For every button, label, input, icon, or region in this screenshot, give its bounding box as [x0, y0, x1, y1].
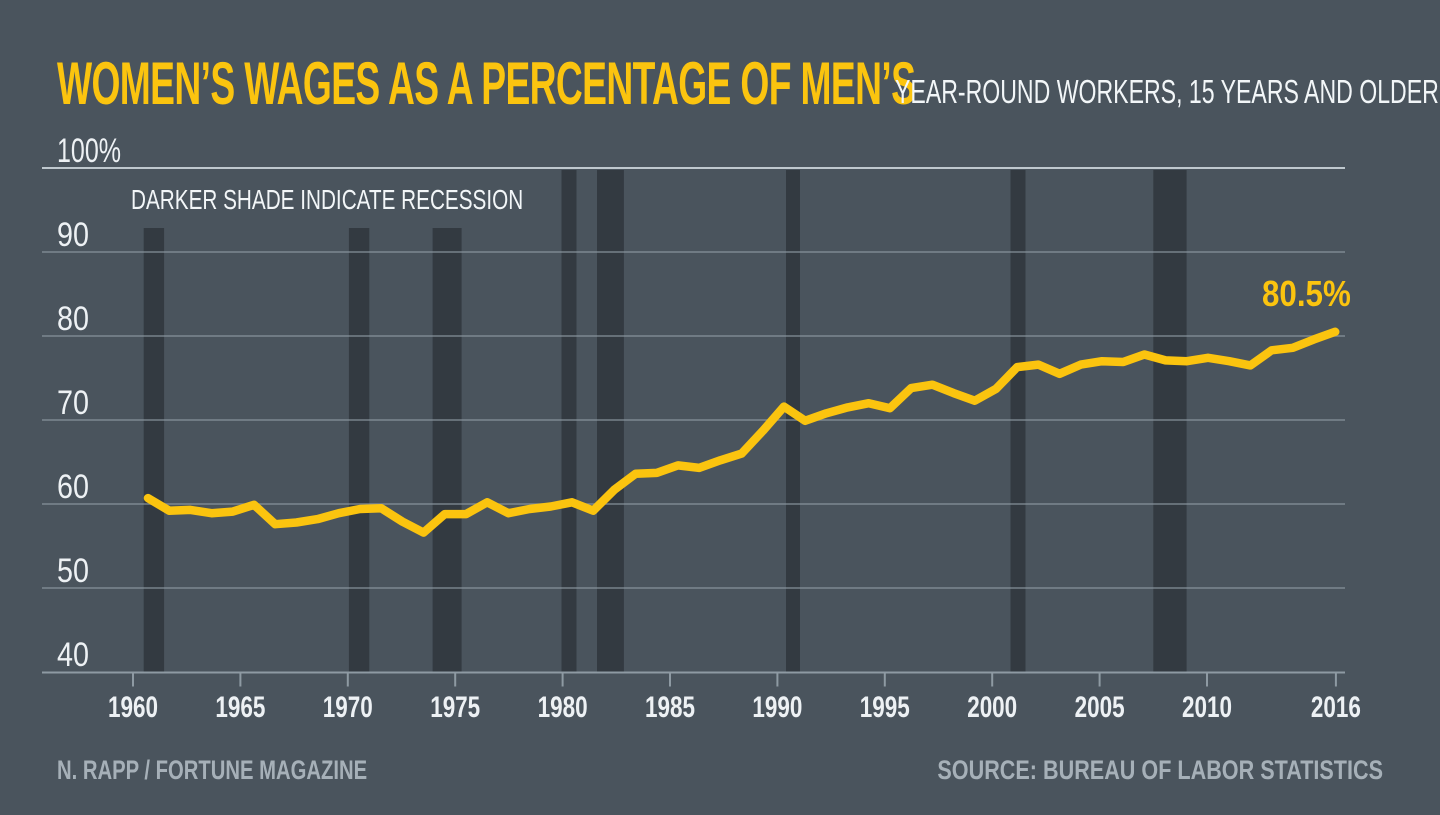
- end-value-label: 80.5%: [1262, 273, 1351, 314]
- x-tick-label: 1965: [215, 691, 265, 724]
- x-tick-label: 1985: [645, 691, 695, 724]
- recession-band: [597, 170, 624, 673]
- x-tick-label: 1990: [752, 691, 802, 724]
- y-tick-label: 100%: [57, 132, 121, 170]
- recession-band: [1010, 170, 1026, 673]
- x-tick-label: 1970: [323, 691, 373, 724]
- recession-band: [786, 170, 800, 673]
- footer-credit: N. RAPP / FORTUNE MAGAZINE: [57, 755, 368, 785]
- x-tick-label: 1960: [108, 691, 158, 724]
- recession-band: [1153, 170, 1187, 673]
- y-tick-label: 80: [57, 300, 89, 338]
- footer-source: SOURCE: BUREAU OF LABOR STATISTICS: [937, 755, 1383, 785]
- y-tick-label: 70: [57, 384, 89, 422]
- x-tick-label: 2010: [1182, 691, 1232, 724]
- page-title: WOMEN’S WAGES AS A PERCENTAGE OF MEN’S: [57, 50, 916, 117]
- wage-line: [143, 327, 1340, 537]
- x-tick-label: 1980: [538, 691, 588, 724]
- y-tick-label: 50: [57, 552, 89, 590]
- page-subtitle: YEAR-ROUND WORKERS, 15 YEARS AND OLDER: [895, 73, 1439, 110]
- y-tick-label: 60: [57, 468, 89, 506]
- recession-band: [561, 170, 577, 673]
- y-tick-label: 40: [57, 636, 89, 674]
- x-tick-label: 2005: [1075, 691, 1125, 724]
- x-tick-label: 1975: [430, 691, 480, 724]
- recession-band: [432, 228, 462, 673]
- recession-band: [143, 228, 165, 673]
- x-tick-label: 2016: [1311, 691, 1361, 724]
- x-tick-label: 1995: [860, 691, 910, 724]
- recession-annotation: DARKER SHADE INDICATE RECESSION: [131, 184, 524, 215]
- x-tick-label: 2000: [967, 691, 1017, 724]
- y-tick-label: 90: [57, 216, 89, 254]
- recession-band: [348, 228, 370, 673]
